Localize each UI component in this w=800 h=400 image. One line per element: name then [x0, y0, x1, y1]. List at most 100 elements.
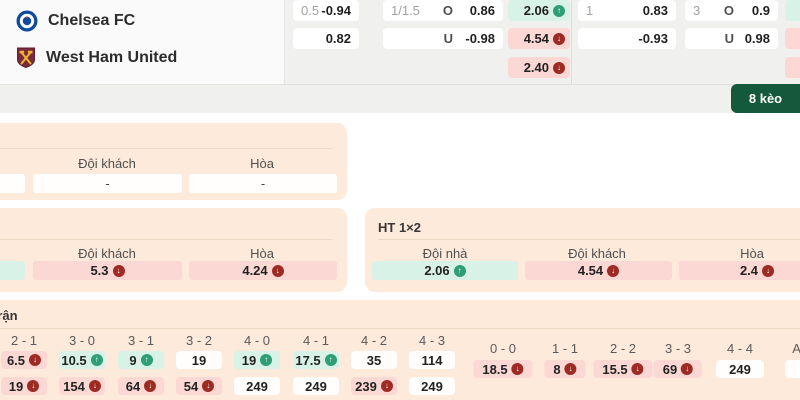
x12-ft-home-odd: 2.06 — [523, 3, 549, 18]
away-odd: - — [105, 176, 110, 191]
odds-cell-x12-ft-home[interactable]: 2.06 — [508, 0, 570, 21]
west-ham-crest-icon — [16, 47, 36, 69]
circle-arrow-down-icon — [553, 32, 565, 45]
score-header: 4 - 0 — [243, 333, 271, 348]
odds-cell-ou-ht-over[interactable]: 3 O 0.9 — [685, 0, 778, 21]
odds-cell-away[interactable]: - — [33, 174, 182, 193]
odds-cell-draw[interactable]: 4.24 — [189, 261, 337, 280]
score-header: 4 - 3 — [418, 333, 446, 348]
header-home-team: Đội nhà — [422, 246, 468, 261]
odds-cell-x12-ht-home-clipped[interactable] — [785, 0, 800, 21]
score-odd-cell[interactable]: 15.5 — [593, 360, 653, 378]
home-odd: 2.06 — [424, 263, 450, 278]
score-odd-cell[interactable]: 114 — [409, 351, 455, 369]
score-odd-cell[interactable]: 19 — [176, 351, 222, 369]
odd-value: 64 — [125, 378, 141, 394]
score-odd-cell[interactable]: 249 — [716, 360, 764, 378]
score-odd-cell[interactable]: 8 — [544, 360, 586, 378]
odds-cell-hcp-ft-away[interactable]: 0.82 — [293, 28, 359, 49]
odds-cell-ou-ft-over[interactable]: 1/1.5 O 0.86 — [383, 0, 503, 21]
score-odd-cell[interactable]: 35 — [351, 351, 397, 369]
odds-cell-hcp-ft-home[interactable]: 0.5 -0.94 — [293, 0, 359, 21]
circle-arrow-down-icon — [202, 380, 215, 392]
header-away-team: Đội khách — [78, 156, 136, 171]
score-odd-cell[interactable]: 19 — [234, 351, 280, 369]
odds-cell-hcp-ht-home[interactable]: 1 0.83 — [578, 0, 676, 21]
odds-cell-ou-ht-under[interactable]: U 0.98 — [685, 28, 778, 49]
odds-cell-x12-ft-draw[interactable]: 2.40 — [508, 57, 570, 78]
score-header: 3 - 1 — [127, 333, 155, 348]
score-odd-cell[interactable]: 18.5 — [473, 360, 533, 378]
circle-arrow-down-icon — [762, 264, 775, 277]
divider — [378, 239, 800, 240]
odds-cell-hcp-ht-away[interactable]: -0.93 — [578, 28, 676, 49]
score-header: 4 - 4 — [726, 341, 754, 356]
odd-value: 249 — [729, 361, 751, 377]
score-odd-cell[interactable]: 54 — [176, 377, 222, 395]
panel-ht-1x2: HT 1×2 Đội nhà Đội khách Hòa 2.06 4.54 2… — [365, 208, 800, 292]
score-odd-cell[interactable]: 17.5 — [293, 351, 339, 369]
score-odd-cell[interactable]: 249 — [409, 377, 455, 395]
odd-value: 35 — [366, 352, 382, 368]
under-label: U — [724, 31, 734, 46]
circle-arrow-up-icon — [453, 264, 466, 277]
circle-arrow-down-icon — [564, 363, 577, 375]
odds-count-badge[interactable]: 8 kèo — [731, 84, 800, 113]
score-odd-cell[interactable]: 10.5 — [59, 351, 105, 369]
score-header: 3 - 2 — [185, 333, 213, 348]
score-odd-cell[interactable]: 154 — [59, 377, 105, 395]
score-header-clipped: AOS — [792, 341, 800, 356]
odds-cell-x12-ht-away-clipped[interactable] — [785, 28, 800, 49]
score-odd-cell[interactable]: 19 — [1, 377, 47, 395]
score-odd-cell[interactable]: 64 — [118, 377, 164, 395]
odd-value: 10.5 — [61, 352, 87, 368]
header-draw: Hòa — [250, 246, 274, 261]
x12-ft-away-odd: 4.54 — [523, 31, 549, 46]
circle-arrow-down-icon — [27, 380, 40, 392]
odds-cell-away[interactable]: 5.3 — [33, 261, 182, 280]
score-odd-cell[interactable]: 249 — [234, 377, 280, 395]
odds-cell-draw[interactable]: 2.4 — [679, 261, 800, 280]
ou-ht-under-odd: 0.98 — [744, 31, 770, 46]
odds-cell-home[interactable]: 2.06 — [372, 261, 518, 280]
circle-arrow-down-icon — [380, 380, 393, 392]
circle-arrow-down-icon — [271, 264, 284, 277]
x12-ft-draw-odd: 2.40 — [523, 60, 549, 75]
odds-cell-away[interactable]: 4.54 — [525, 261, 672, 280]
header-draw: Hòa — [250, 156, 274, 171]
odds-cell-home-clipped[interactable] — [0, 261, 25, 280]
circle-arrow-up-icon — [553, 4, 565, 17]
hcp-ht-away-odd: -0.93 — [638, 31, 668, 46]
score-odd-cell[interactable]: 239 — [351, 377, 397, 395]
panel-ft-result: Đội khách Hòa - - — [0, 123, 347, 200]
circle-arrow-down-icon — [511, 363, 524, 375]
score-odd-cell[interactable]: 249 — [293, 377, 339, 395]
hcp-ft-away-odd: 0.82 — [325, 31, 351, 46]
header-away-team: Đội khách — [568, 246, 626, 261]
score-odd-cell[interactable]: 69 — [653, 360, 703, 378]
divider — [0, 239, 332, 240]
match-teams-panel: Chelsea FC West Ham United — [0, 0, 285, 84]
odds-cell-home-clipped[interactable] — [0, 174, 25, 193]
panel-title: HT 1×2 — [378, 220, 421, 235]
circle-arrow-down-icon — [681, 363, 694, 375]
score-odd-cell-clipped[interactable]: 9 — [785, 360, 800, 378]
panel-title-clipped: trận — [0, 308, 18, 323]
odds-cell-ou-ft-under[interactable]: U -0.98 — [383, 28, 503, 49]
odds-cell-x12-ft-away[interactable]: 4.54 — [508, 28, 570, 49]
odd-value: 69 — [662, 361, 678, 377]
odds-cell-draw[interactable]: - — [189, 174, 337, 193]
panel-ft-1x2: Đội khách Hòa 5.3 4.24 — [0, 208, 347, 292]
odd-value: 17.5 — [295, 352, 321, 368]
circle-arrow-down-icon — [144, 380, 157, 392]
score-odd-cell[interactable]: 6.5 — [1, 351, 47, 369]
odd-value: 15.5 — [602, 361, 628, 377]
draw-odd: 4.24 — [242, 263, 268, 278]
circle-arrow-down-icon — [112, 264, 125, 277]
away-team-row: West Ham United — [16, 45, 177, 71]
odd-value: 249 — [305, 378, 327, 394]
divider — [0, 148, 332, 149]
odds-cell-x12-ht-draw-clipped[interactable] — [785, 57, 800, 78]
score-odd-cell[interactable]: 9 — [118, 351, 164, 369]
